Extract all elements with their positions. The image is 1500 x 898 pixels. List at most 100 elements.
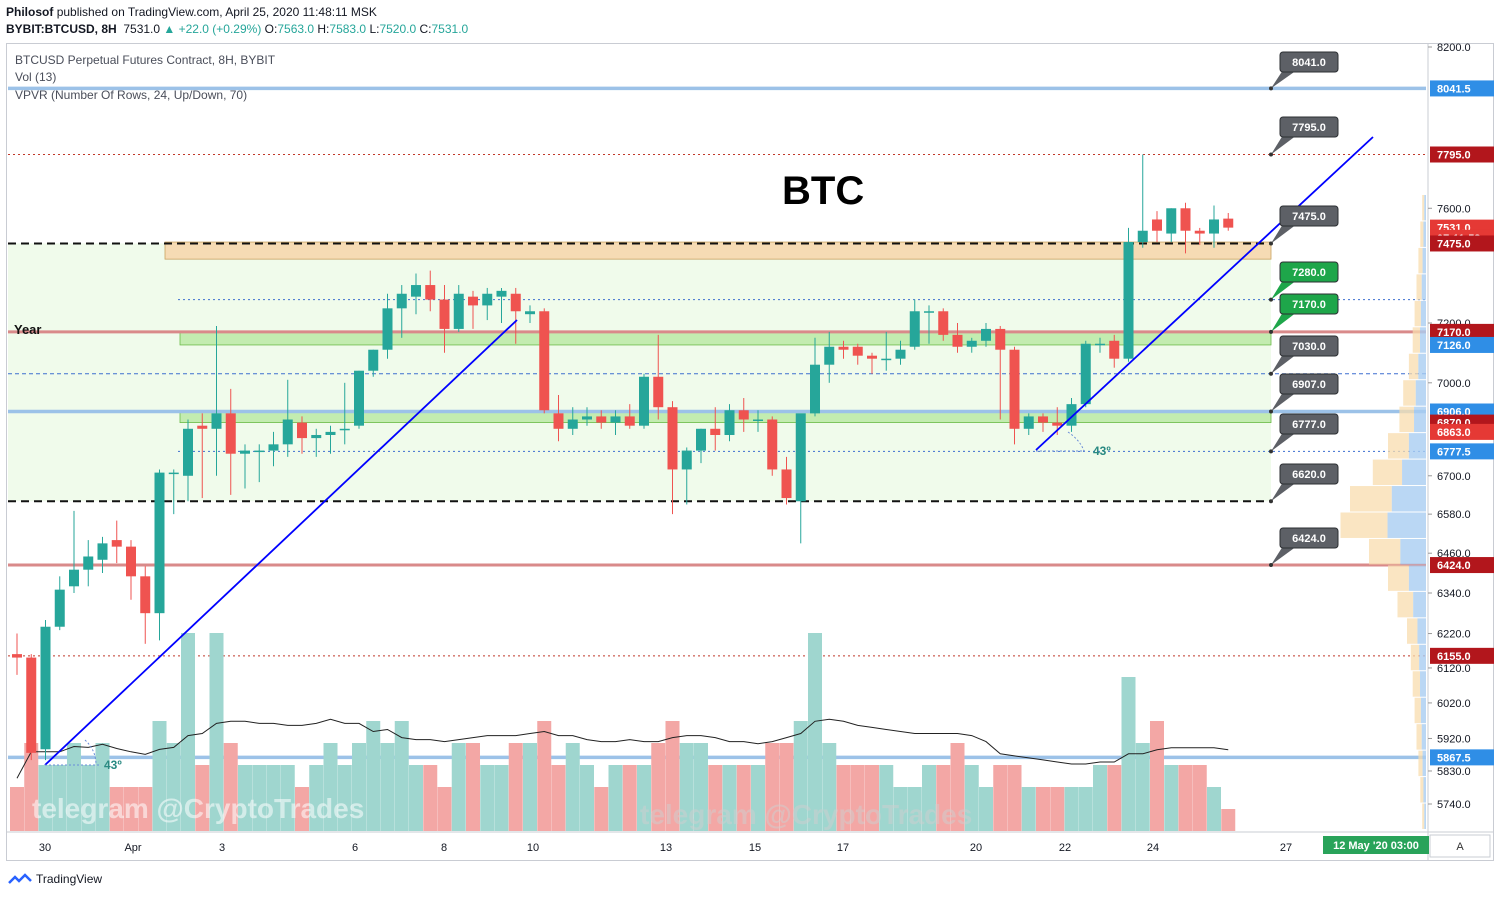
callout-6424.0[interactable]: 6424.0 [1269,527,1339,568]
candle-body [368,349,379,371]
volume-bar [1007,765,1022,831]
volume-bar [622,765,637,831]
angle-arc-right [1067,431,1085,452]
candle-body [966,340,977,347]
symbol[interactable]: BYBIT:BTCUSD, 8H [6,22,117,36]
vpvr-row-down [1372,459,1403,486]
volume-bar [1192,765,1207,831]
callout-8041.0[interactable]: 8041.0 [1269,51,1339,91]
candle-body [126,546,136,577]
price-label-bg [1430,80,1494,97]
price-label-7795.0: 7795.0 [1430,146,1494,163]
callout-anchor-dot [1269,409,1273,414]
volume-indicator-label[interactable]: Vol (13) [15,70,57,84]
callout-6907.0[interactable]: 6907.0 [1269,373,1339,414]
volume-bar [109,787,124,831]
candle-body [1109,340,1120,359]
volume-bar [893,787,908,831]
brand-label: TradingView [36,872,103,886]
candle-body [795,413,806,502]
volume-bar [209,633,224,831]
callout-box [1279,413,1339,435]
candle-body [12,654,22,658]
auto-scale-button[interactable]: A [1429,834,1491,858]
vpvr-row-down [1422,195,1425,221]
candle-body [1194,230,1205,234]
callout-7280.0[interactable]: 7280.0 [1269,261,1339,302]
volume-bar [1164,765,1179,831]
volume-bar [124,787,138,831]
candle-body [1095,343,1105,346]
callout-text: 7475.0 [1292,211,1326,223]
candle-body [26,657,37,753]
candle-body [211,413,222,429]
c-value: 7531.0 [431,22,469,36]
callout-anchor-dot [1269,86,1273,91]
volume-bar [637,765,651,831]
candle-body [567,419,578,429]
price-tick-label: 6340.0 [1437,588,1471,600]
candle-body [439,299,450,329]
vpvr-row-up [1420,300,1426,327]
candle-body [225,413,236,454]
candle-body [909,311,920,347]
callout-7795.0[interactable]: 7795.0 [1269,116,1339,157]
trendline-left[interactable] [44,319,518,766]
volume-bar [266,765,281,831]
l-value: 7520.0 [379,22,417,36]
time-tick-label: 13 [660,842,672,854]
candle-body [453,293,464,329]
candle-body [482,293,493,306]
volume-bar [280,765,295,831]
callout-6777.0[interactable]: 6777.0 [1269,413,1339,454]
author[interactable]: Philosof [6,5,54,19]
volume-bar [1207,787,1221,831]
tradingview-brand[interactable]: TradingView [8,872,102,886]
volume-bar [309,765,324,831]
vpvr-row-down [1410,644,1420,671]
price-label-bg [1430,749,1494,766]
candle-body [981,328,991,341]
year-label: Year [14,322,41,337]
vpvr-row-up [1422,750,1426,777]
callout-box [1279,373,1339,395]
callout-7475.0[interactable]: 7475.0 [1269,205,1339,246]
callout-6620.0[interactable]: 6620.0 [1269,463,1339,504]
candle-body [639,376,649,426]
callout-7170.0[interactable]: 7170.0 [1269,293,1339,334]
candle-body [311,434,322,439]
callout-text: 7030.0 [1292,341,1326,353]
o-value: 7563.0 [277,22,315,36]
price-label-text: 6777.5 [1437,446,1471,458]
callout-box [1279,463,1339,485]
time-badge[interactable]: 12 May '20 03:00 [1323,836,1429,854]
vpvr-row-up [1424,803,1426,829]
volume-bar [1107,765,1122,831]
callout-box [1279,293,1339,315]
vpvr-row-up [1387,512,1426,538]
callout-pointer [1271,224,1297,244]
volume-bar [10,787,24,831]
callout-anchor-dot [1269,371,1273,376]
price-label-text: 6155.0 [1437,651,1471,663]
vpvr-row-up [1391,486,1426,512]
candle-body [881,358,892,361]
callout-7030.0[interactable]: 7030.0 [1269,335,1339,376]
volume-bar [323,743,338,831]
price-tick-label: 7000.0 [1437,378,1471,390]
candle-body [154,472,165,614]
vpvr-row-down [1420,777,1424,803]
price-label-6777.5: 6777.5 [1430,443,1494,460]
volume-bar [822,743,837,831]
vpvr-row-down [1369,538,1401,565]
vpvr-row-up [1415,380,1426,406]
time-tick-label: 17 [837,842,849,854]
range-zone [8,243,1271,502]
vpvr-indicator-label[interactable]: VPVR (Number Of Rows, 24, Up/Down, 70) [15,88,248,102]
trendline-right[interactable] [1035,136,1374,451]
vpvr-row-up [1421,274,1426,300]
volume-bar [1093,765,1107,831]
price-tick-label: 8200.0 [1437,42,1471,54]
price-tick-label: 6120.0 [1437,663,1471,675]
